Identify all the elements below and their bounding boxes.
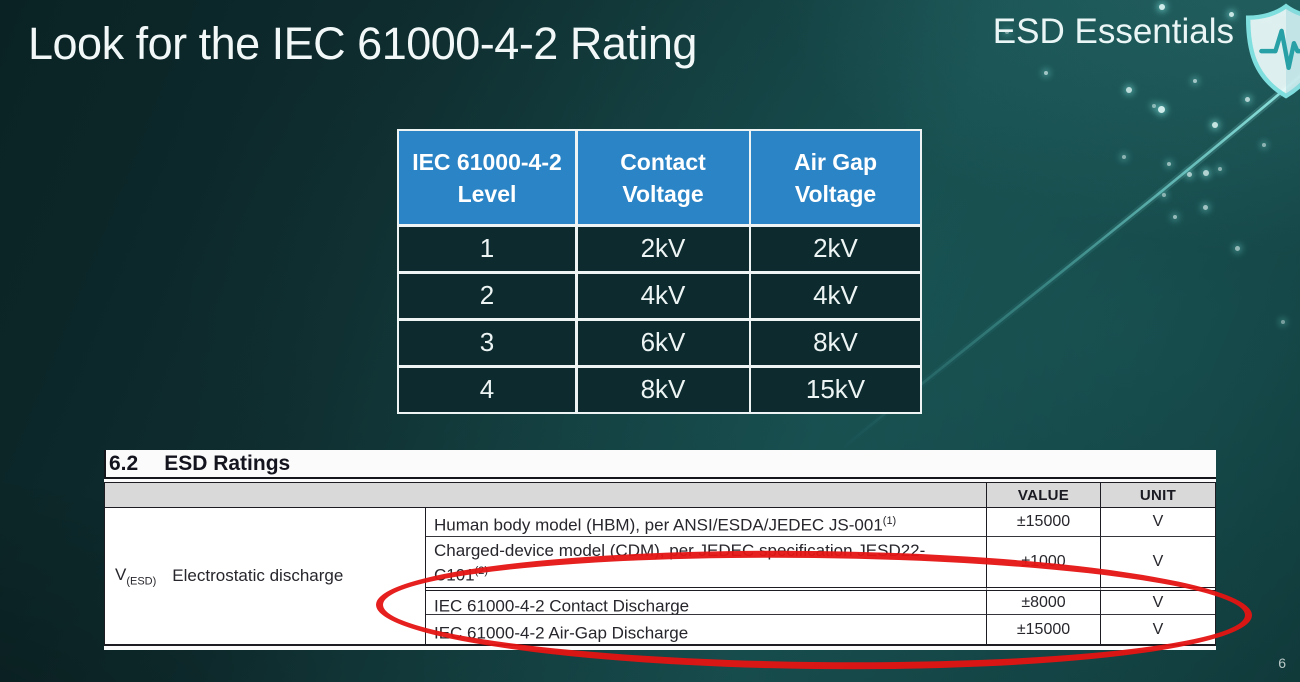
level-table-cell: 1 <box>399 226 575 271</box>
glow-dot <box>1173 215 1177 219</box>
glow-dot <box>1159 4 1165 10</box>
glow-dot <box>1126 87 1132 93</box>
level-table-cell: 4 <box>399 367 575 412</box>
section-number: 6.2 <box>109 451 139 475</box>
glow-dot <box>1235 246 1240 251</box>
glow-dot <box>1212 122 1218 128</box>
shield-pulse-icon <box>1245 3 1300 99</box>
test-condition-cell: IEC 61000-4-2 Air-Gap Discharge <box>426 614 986 644</box>
level-table-cell: 4kV <box>577 273 749 318</box>
level-table-cell: 3 <box>399 320 575 365</box>
vesd-symbol: V(ESD) <box>115 564 157 588</box>
glow-dot <box>1203 170 1209 176</box>
test-condition-cell: IEC 61000-4-2 Contact Discharge <box>426 587 986 616</box>
glow-dot <box>1187 172 1192 177</box>
unit-cell: V <box>1100 536 1215 587</box>
glow-dot <box>1281 320 1285 324</box>
unit-cell: V <box>1100 614 1215 644</box>
level-table-header: Air Gap Voltage <box>751 131 920 224</box>
brand-name: ESD Essentials <box>992 12 1234 51</box>
value-cell: ±15000 <box>986 614 1100 644</box>
datasheet-snippet: 6.2 ESD Ratings VALUE UNIT V(ESD) Electr… <box>104 450 1216 650</box>
level-table-cell: 2 <box>399 273 575 318</box>
value-cell: ±8000 <box>986 587 1100 614</box>
glow-dot <box>1162 193 1166 197</box>
page-title: Look for the IEC 61000-4-2 Rating <box>28 18 697 69</box>
test-condition-cell: Charged-device model (CDM), per JEDEC sp… <box>426 536 986 587</box>
glow-dot <box>1203 205 1208 210</box>
test-condition-cell: Human body model (HBM), per ANSI/ESDA/JE… <box>434 515 897 535</box>
level-table-cell: 2kV <box>577 226 749 271</box>
glow-dot <box>1044 71 1048 75</box>
glow-dot <box>1167 162 1171 166</box>
glow-dot <box>1262 143 1266 147</box>
page-number: 6 <box>1278 655 1286 671</box>
level-table-cell: 8kV <box>751 320 920 365</box>
symbol-cell: V(ESD) Electrostatic discharge <box>105 508 426 644</box>
datasheet-table: VALUE UNIT V(ESD) Electrostatic discharg… <box>104 482 1216 646</box>
level-table-cell: 8kV <box>577 367 749 412</box>
unit-cell: V <box>1100 508 1215 536</box>
value-cell: ±15000 <box>986 508 1100 536</box>
glow-dot <box>1122 155 1126 159</box>
value-column-header: VALUE <box>986 483 1100 508</box>
datasheet-header-blank <box>105 483 986 508</box>
glow-dot <box>1152 104 1156 108</box>
level-table-cell: 6kV <box>577 320 749 365</box>
iec-level-table: IEC 61000-4-2 Level Contact Voltage Air … <box>397 129 922 414</box>
glow-dot <box>1158 106 1165 113</box>
unit-column-header: UNIT <box>1100 483 1215 508</box>
glow-dot <box>1193 79 1197 83</box>
value-cell: ±1000 <box>986 536 1100 587</box>
level-table-cell: 15kV <box>751 367 920 412</box>
glow-dot <box>1218 167 1222 171</box>
datasheet-section-heading: 6.2 ESD Ratings <box>104 450 1216 479</box>
level-table-header: IEC 61000-4-2 Level <box>399 131 575 224</box>
level-table-cell: 4kV <box>751 273 920 318</box>
section-title: ESD Ratings <box>164 451 291 475</box>
level-table-cell: 2kV <box>751 226 920 271</box>
parameter-label: Electrostatic discharge <box>172 566 344 585</box>
unit-cell: V <box>1100 587 1215 614</box>
level-table-header: Contact Voltage <box>577 131 749 224</box>
